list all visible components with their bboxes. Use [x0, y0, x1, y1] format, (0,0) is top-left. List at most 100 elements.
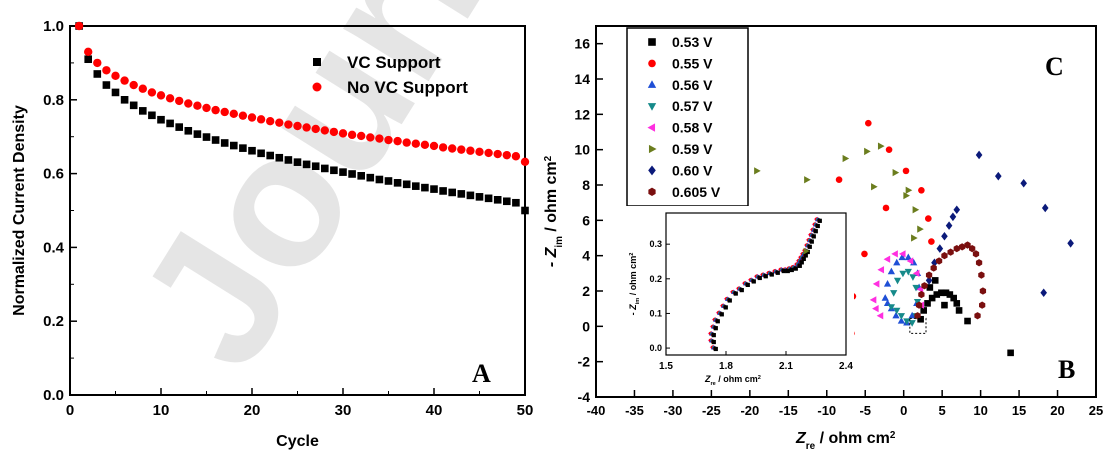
chart-a-point-no-vc-support — [466, 146, 475, 155]
chart-a-point-no-vc-support — [484, 148, 493, 158]
chart-a-point-no-vc-support — [520, 157, 530, 166]
chart-b-point-053V — [941, 301, 948, 309]
chart-b-point-0605V — [947, 248, 954, 256]
chart-b-point-056V — [892, 311, 900, 319]
chart-b-inset-x-axis-label: Zre / ohm cm2 — [704, 374, 761, 387]
chart-b-inset-x-tick-label: 2.4 — [839, 361, 853, 372]
chart-b-x-tick-label: -15 — [779, 403, 798, 418]
chart-a-point-no-vc-support — [175, 96, 184, 106]
chart-a-point-no-vc-support — [84, 47, 93, 57]
chart-a-point-no-vc-support — [120, 76, 129, 85]
chart-b-y-tick-label: 0 — [582, 318, 590, 334]
chart-b-point-0605V — [941, 252, 948, 260]
chart-b-point-060V — [953, 205, 961, 215]
chart-a-y-tick-label: 0.2 — [43, 313, 64, 330]
chart-b-point-057V — [893, 307, 901, 315]
chart-a-point-vc-support — [293, 158, 302, 166]
chart-a-point-no-vc-support — [320, 126, 329, 135]
chart-b-point-057V — [912, 284, 920, 292]
chart-a-point-no-vc-support — [156, 91, 166, 100]
chart-b-point-060V — [936, 244, 944, 253]
chart-b-inset-background — [624, 206, 854, 386]
chart-b-legend-marker — [647, 103, 657, 111]
chart-a-point-vc-support — [448, 188, 456, 197]
chart-a-point-no-vc-support — [238, 111, 248, 120]
chart-b-inset-point-053V — [711, 333, 716, 338]
chart-a-point-vc-support — [484, 194, 493, 203]
chart-b-point-0605V — [979, 287, 987, 295]
chart-b-legend-box — [626, 27, 749, 207]
chart-b-x-tick-label: 10 — [973, 403, 987, 418]
chart-b-point-055V — [928, 238, 935, 245]
chart-b-x-tick-label: -35 — [625, 403, 644, 418]
chart-b-point-053V — [964, 317, 971, 325]
chart-a-current-density: 0 10 20 30 40 50 0.0 0.2 0.4 0.6 0.8 1.0 Cycle Normal… — [11, 18, 533, 450]
chart-a-point-vc-support — [275, 153, 284, 162]
chart-b-inset-y-tick-label: 0.3 — [649, 239, 662, 249]
chart-b-inset-point-053V — [727, 298, 732, 303]
chart-b-point-057V — [899, 270, 907, 278]
chart-a-point-no-vc-support — [357, 131, 366, 141]
chart-b-legend-marker — [647, 123, 656, 132]
chart-b-point-059V — [877, 142, 885, 150]
chart-a-point-no-vc-support — [275, 118, 284, 127]
chart-b-point-053V — [1007, 349, 1014, 357]
chart-a-point-vc-support — [512, 198, 520, 207]
chart-b-inset-point-053V — [813, 229, 818, 234]
chart-a-point-no-vc-support — [402, 138, 411, 147]
chart-b-point-060V — [931, 258, 938, 268]
chart-b-point-053V — [931, 277, 939, 284]
chart-a-point-vc-support — [421, 183, 429, 192]
chart-a-point-no-vc-support — [420, 140, 430, 150]
chart-a-point-no-vc-support — [256, 115, 266, 124]
chart-a-point-vc-support — [211, 136, 220, 144]
chart-a-y-tick-label: 0.6 — [43, 166, 64, 183]
chart-a-panel-label: A — [472, 359, 491, 388]
chart-b-point-059V — [754, 167, 761, 175]
chart-a-point-vc-support — [220, 139, 229, 147]
chart-b-legend-marker — [648, 165, 656, 176]
chart-a-point-vc-support — [239, 144, 247, 152]
chart-b-point-0605V — [935, 257, 943, 265]
chart-b-point-058V — [872, 305, 879, 313]
chart-a-point-no-vc-support — [129, 80, 138, 90]
chart-a-point-no-vc-support — [375, 134, 384, 143]
chart-a-y-tick-label: 0.4 — [43, 239, 65, 256]
chart-b-point-0605V — [969, 244, 976, 253]
chart-b-legend-marker — [647, 80, 657, 88]
chart-b-x-tick-label: 15 — [1012, 403, 1026, 418]
chart-a-point-no-vc-support — [202, 103, 211, 113]
chart-a-point-no-vc-support — [411, 139, 420, 148]
chart-b-point-059V — [842, 154, 850, 163]
chart-a-point-no-vc-support — [438, 143, 448, 152]
chart-b-panel-label-b: B — [1058, 355, 1075, 384]
chart-b-legend-label: 0.57 V — [672, 98, 713, 114]
chart-b-inset-y-tick-label: 0.1 — [649, 308, 662, 318]
chart-a-point-no-vc-support — [393, 136, 402, 146]
chart-b-legend-label: 0.59 V — [672, 141, 713, 157]
chart-a-point-vc-support — [284, 156, 293, 164]
chart-a-point-no-vc-support — [366, 133, 375, 142]
chart-b-point-058V — [872, 280, 880, 288]
chart-b-point-0605V — [915, 301, 923, 309]
chart-a-point-vc-support — [266, 151, 274, 160]
chart-b-point-058V — [869, 296, 877, 304]
chart-a-point-vc-support — [184, 126, 193, 135]
chart-a-point-no-vc-support — [293, 121, 302, 131]
chart-b-inset-point-053V — [809, 239, 814, 244]
chart-a-point-no-vc-support — [247, 113, 257, 122]
chart-b-point-057V — [887, 304, 896, 311]
chart-a-point-vc-support — [193, 130, 202, 138]
chart-b-inset-point-053V — [711, 339, 716, 345]
chart-b-point-055V — [835, 176, 843, 183]
chart-a-point-no-vc-support — [302, 123, 311, 132]
chart-a-point-no-vc-support — [511, 152, 521, 161]
chart-b-x-tick-label: 20 — [1050, 403, 1064, 418]
chart-a-point-no-vc-support — [111, 71, 120, 81]
chart-a-point-no-vc-support — [229, 109, 238, 119]
chart-b-point-060V — [925, 276, 933, 285]
chart-a-point-vc-support — [321, 164, 329, 173]
chart-b-inset-y-tick-label: 0.0 — [649, 343, 662, 353]
chart-b-point-056V — [898, 253, 906, 261]
chart-a-point-vc-support — [166, 119, 174, 128]
